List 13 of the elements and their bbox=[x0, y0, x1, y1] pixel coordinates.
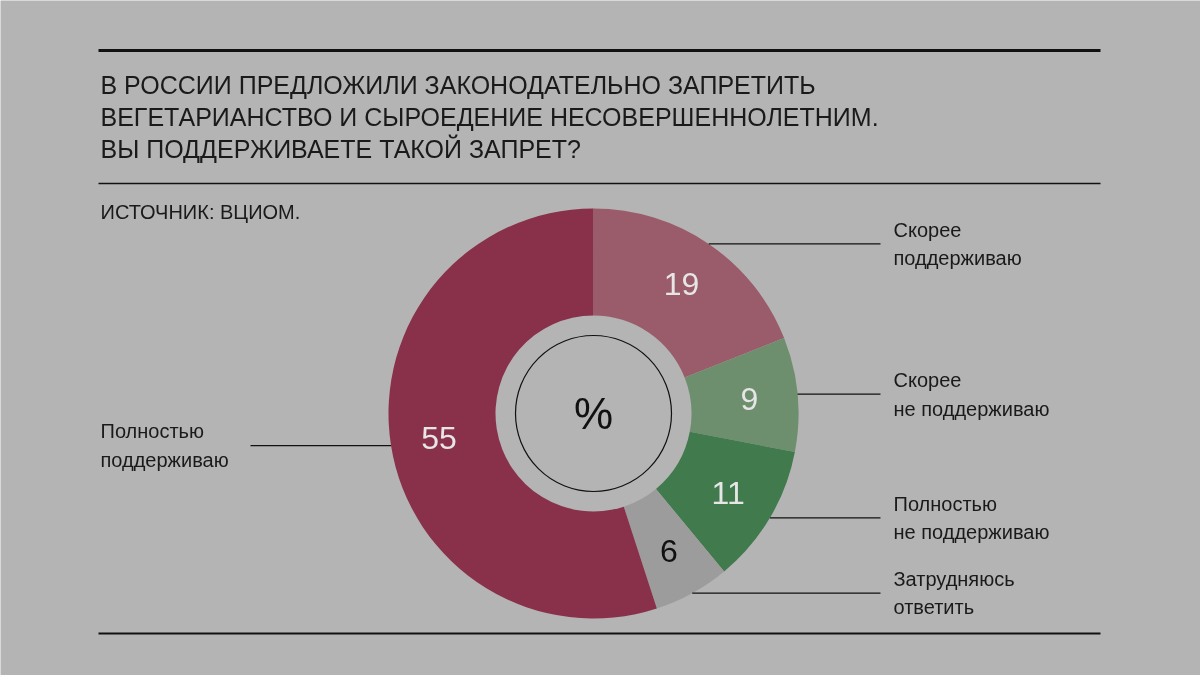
chart-title: В РОССИИ ПРЕДЛОЖИЛИ ЗАКОНОДАТЕЛЬНО ЗАПРЕТИТЬ ВЕГЕТАРИАНСТВО И СЫРОЕДЕНИЕ НЕСОВЕРШЕННОЛЕТНИМ. ВЫ ПОДДЕРЖИВАЕТЕ ТАКОЙ ЗАПРЕТ? bbox=[100, 70, 879, 163]
slice-label: Полностью не поддерживаю bbox=[893, 492, 1050, 544]
text: % bbox=[573, 389, 614, 438]
slice-label: Скорее не поддерживаю bbox=[893, 368, 1050, 420]
data-label: 55 bbox=[421, 419, 457, 456]
slice-label: Полностью поддерживаю bbox=[100, 420, 229, 471]
data-label: 11 bbox=[711, 475, 745, 512]
data-label: 19 bbox=[663, 266, 700, 303]
slice-label: Затрудняюсь ответить bbox=[893, 567, 1015, 619]
data-label: 6 bbox=[660, 532, 678, 569]
chart-subtitle: ИСТОЧНИК: ВЦИОМ. bbox=[100, 200, 301, 223]
slice-label: Скорее поддерживаю bbox=[893, 218, 1022, 270]
data-label: 9 bbox=[740, 380, 759, 417]
